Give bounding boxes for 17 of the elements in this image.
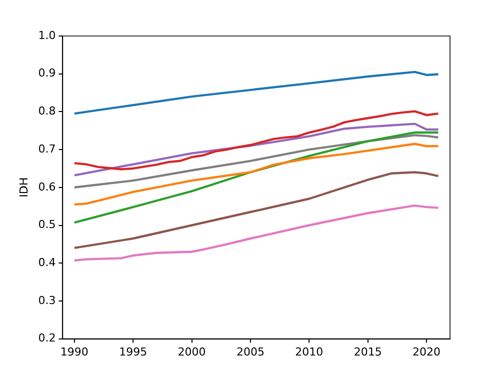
x-tick-label: 2000 bbox=[178, 345, 206, 358]
y-tick-label: 1.0 bbox=[38, 28, 56, 42]
y-tick-label: 0.7 bbox=[38, 142, 56, 156]
x-tick-label: 2015 bbox=[354, 345, 382, 358]
x-tick-label: 2005 bbox=[236, 345, 264, 358]
x-tick-label: 2020 bbox=[412, 345, 441, 358]
y-tick-label: 0.3 bbox=[38, 294, 56, 307]
y-tick-label: 0.8 bbox=[38, 104, 56, 118]
y-tick-label: 0.2 bbox=[38, 332, 56, 345]
x-tick-label: 1995 bbox=[119, 345, 148, 358]
y-tick-label: 0.6 bbox=[38, 180, 56, 194]
y-tick-label: 0.9 bbox=[38, 66, 56, 80]
x-tick-label: 2010 bbox=[295, 345, 324, 358]
y-tick-label: 0.5 bbox=[38, 218, 56, 232]
y-axis-title: IDH bbox=[17, 177, 30, 198]
y-tick-label: 0.4 bbox=[38, 256, 56, 269]
x-tick-label: 1990 bbox=[60, 345, 88, 358]
